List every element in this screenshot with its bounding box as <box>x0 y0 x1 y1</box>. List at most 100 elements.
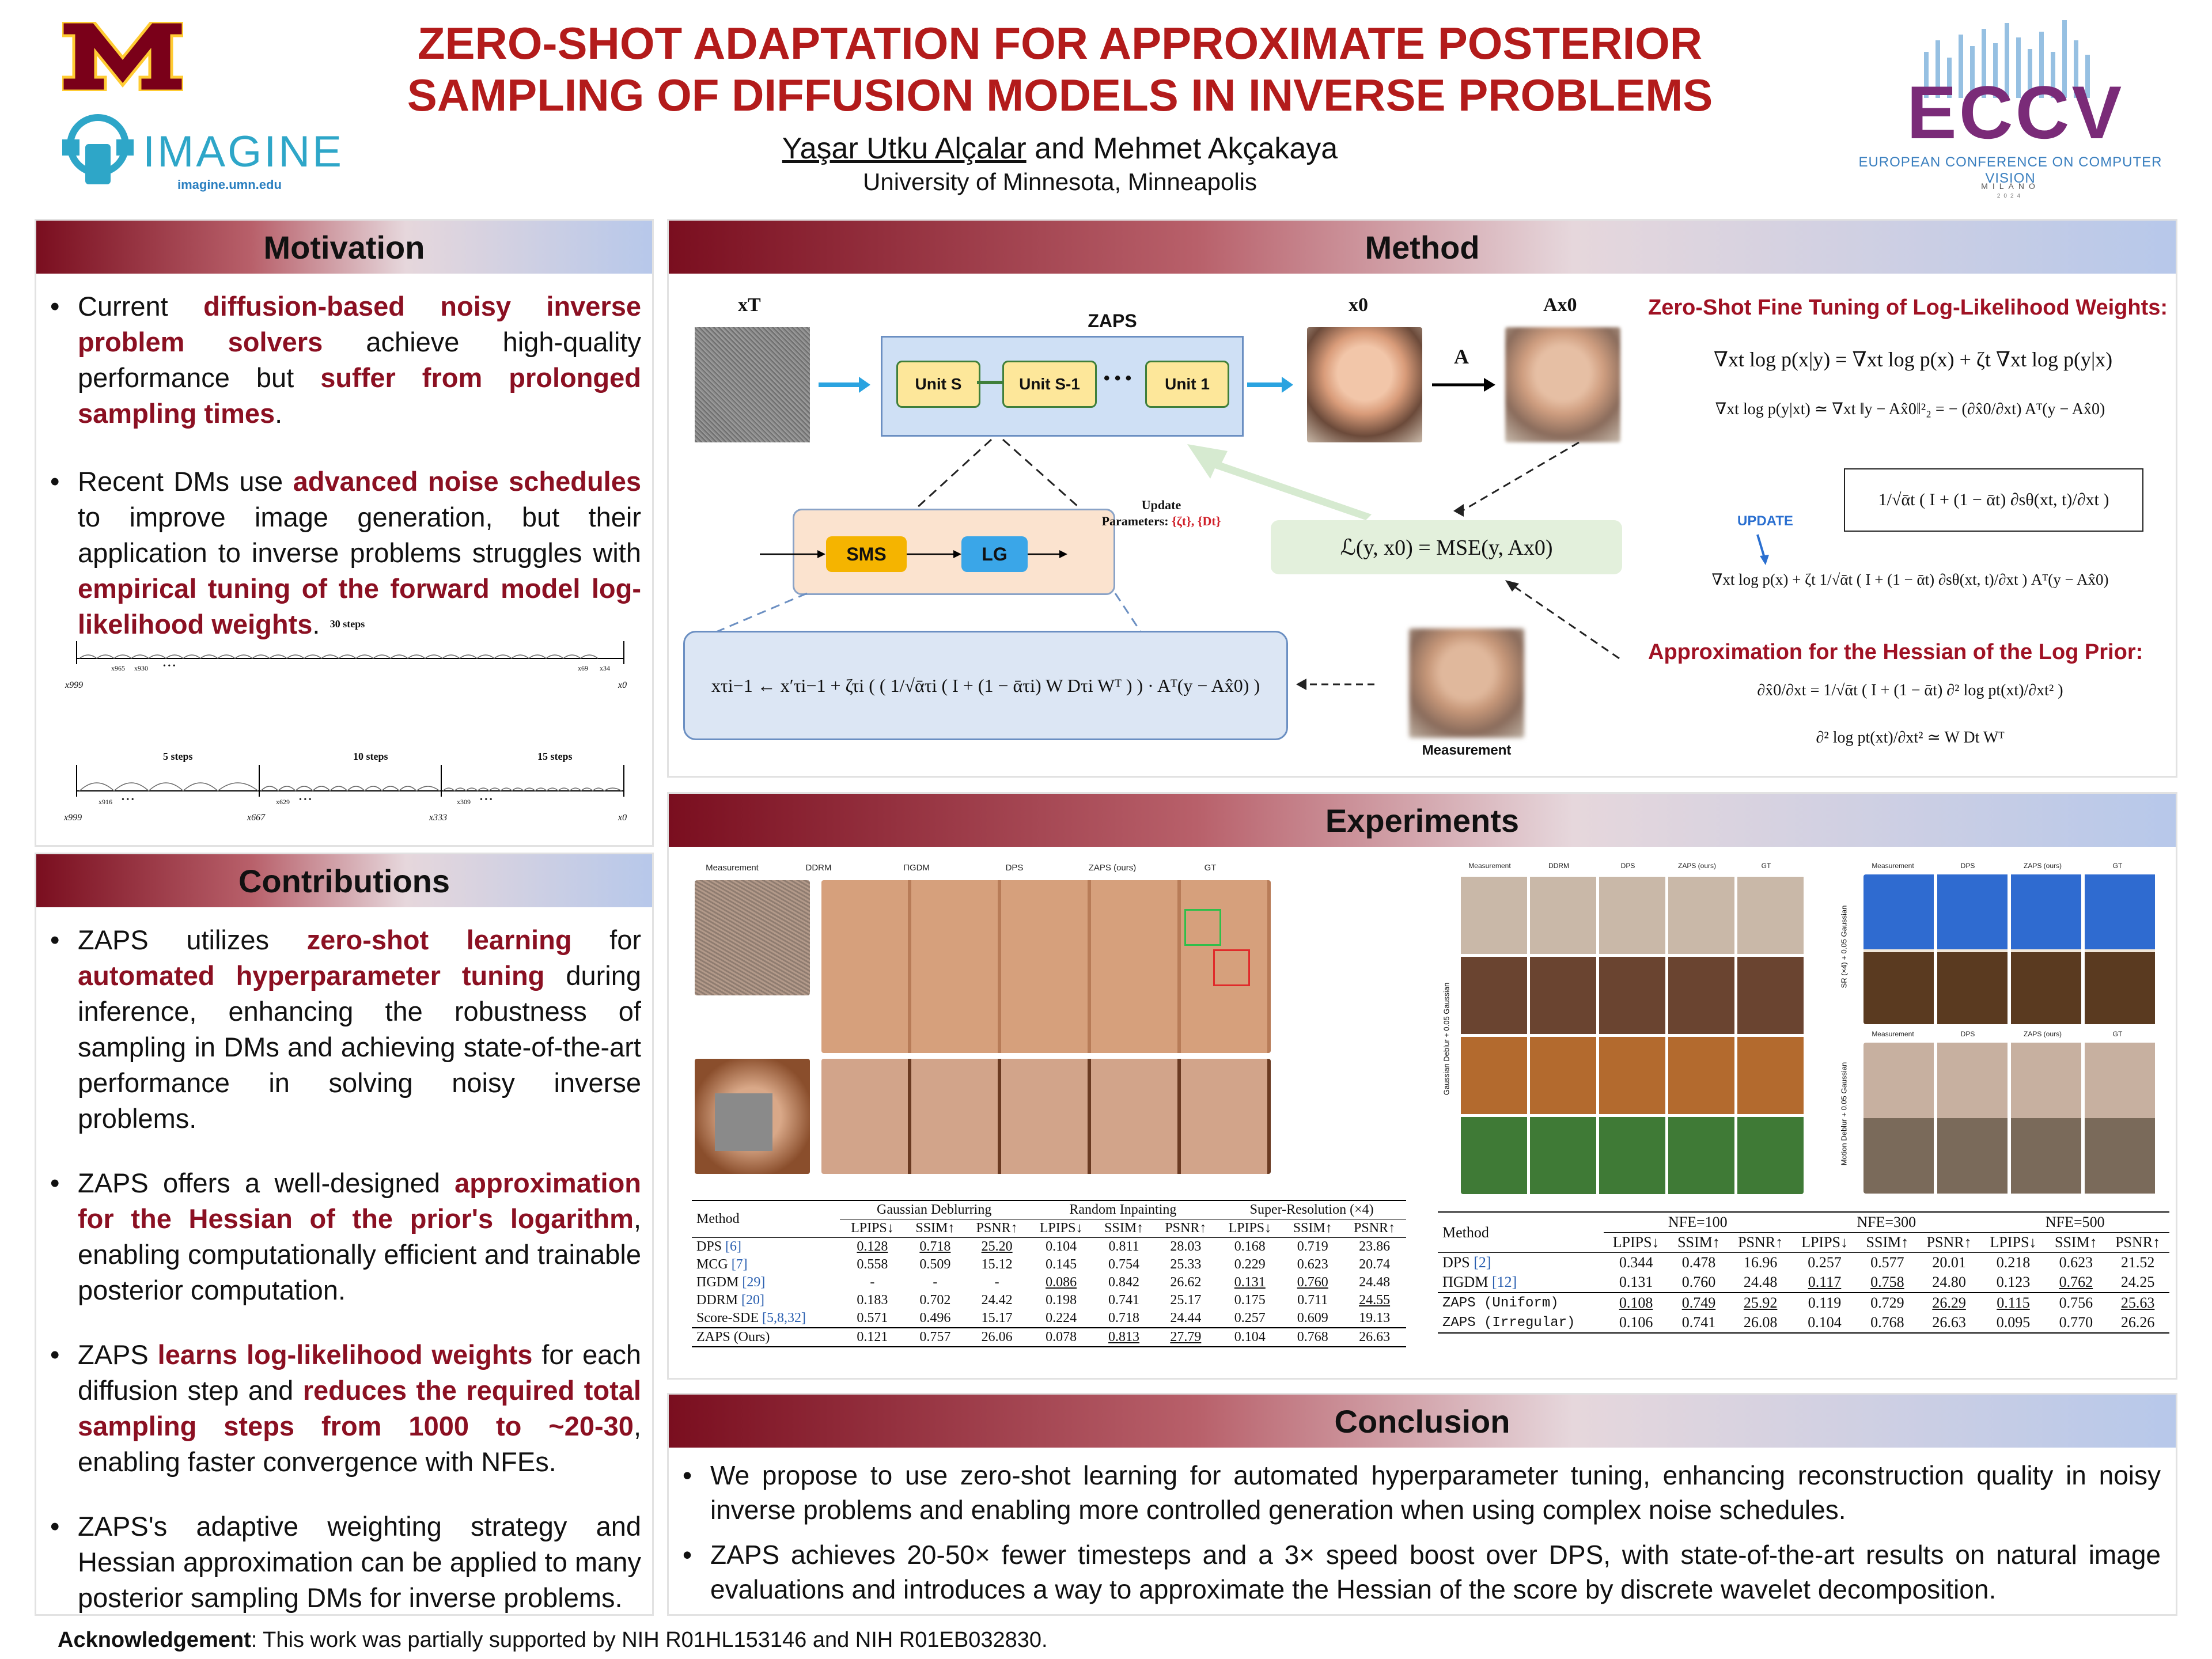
t1-row-1-cell-5: 25.33 <box>1170 1257 1202 1272</box>
equation-wavelet: ∂² log pt(xt)/∂xt² ≃ W Dt Wᵀ <box>1816 729 2005 747</box>
t1-row-3-cell-5: 25.17 <box>1170 1293 1202 1308</box>
t2-metric-row: LPIPS↓ SSIM↑ PSNR↑ LPIPS↓ SSIM↑ PSNR↑ LPIPS↓ SS… <box>1438 1233 2169 1253</box>
t1-row: ΠGDM [29] - - - 0.086 0.842 26.62 0.131 0.760 24.… <box>692 1274 1406 1291</box>
zaps-box: Unit S Unit S-1 • • • Unit 1 <box>881 336 1244 437</box>
t1-row-0-cell-2: 25.20 <box>981 1239 1013 1254</box>
fig3-col-measurement: Measurement <box>1872 862 1914 870</box>
t1-row-0-cell-6: 0.168 <box>1234 1239 1266 1254</box>
t1-row-3-cell-4: 0.741 <box>1108 1293 1140 1308</box>
t1-row-4-cell-5: 24.44 <box>1170 1310 1202 1325</box>
t1-row-0-cell-1: 0.718 <box>919 1239 951 1254</box>
results-table-1: Method Gaussian Deblurring Random Inpain… <box>692 1200 1423 1347</box>
conclusion-header: Conclusion <box>669 1395 2176 1448</box>
fig1-measurement-1 <box>695 880 810 995</box>
t1-row-2-cell-3: 0.086 <box>1046 1275 1077 1290</box>
t2-metric-5: PSNR↑ <box>1926 1234 1972 1251</box>
t1-row-2-cell-2: - <box>994 1275 999 1290</box>
t2-ours-row-0-cell-8: 25.63 <box>2120 1294 2155 1311</box>
t1-row-4-cell-2: 15.17 <box>981 1310 1013 1325</box>
motivation-bullet-2: Recent DMs use advanced noise schedules … <box>42 464 641 642</box>
t2-metric-8: PSNR↑ <box>2115 1234 2161 1251</box>
t1-metric-4: SSIM↑ <box>1104 1221 1144 1236</box>
figure-comparison-faces: Measurement DDRM ΠGDM DPS ZAPS (ours) GT <box>692 863 1271 1185</box>
motivation-bullets: Current diffusion-based noisy inverse pr… <box>42 289 641 675</box>
fig4-grid <box>1863 1043 2157 1194</box>
t2-row-0-cell-2: 16.96 <box>1743 1254 1778 1271</box>
fig1-zoom-box-green <box>1184 909 1221 946</box>
fig2-col-dps: DPS <box>1620 862 1635 870</box>
contributions-bullets: ZAPS utilizes zero-shot learning for aut… <box>42 922 641 1616</box>
contribution-bullet-4: ZAPS's adaptive weighting strategy and H… <box>42 1509 641 1616</box>
t2-row-0-cell-3: 0.257 <box>1808 1254 1842 1271</box>
t1-row-4-cell-3: 0.224 <box>1046 1310 1077 1325</box>
t2-row-0-cell-7: 0.623 <box>2059 1254 2093 1271</box>
fig3-grid <box>1863 874 2157 1024</box>
update-word: Update <box>1141 498 1181 512</box>
t1-row: DDRM [20] 0.183 0.702 24.42 0.198 0.741 25.17 0… <box>692 1291 1406 1309</box>
t2-row-1-cell-6: 0.123 <box>1996 1274 2031 1290</box>
schedule2-tick-x309: x309 <box>457 798 471 806</box>
t1-method-header: Method <box>692 1200 840 1238</box>
schedule1-start: x999 <box>65 680 84 690</box>
t1-row-2-cell-6: 0.131 <box>1234 1275 1266 1290</box>
schedule-diagram-uniform: 30 steps x965 x930 • • • x69 x34 x999 x0 <box>59 618 635 704</box>
experiments-panel: Experiments Measurement DDRM ΠGDM DPS ZA… <box>667 792 2177 1380</box>
schedule1-tick-x965: x965 <box>111 664 125 672</box>
eccv-logo: ECCV EUROPEAN CONFERENCE ON COMPUTER VIS… <box>1832 17 2189 207</box>
t1-row-4-cell-8: 19.13 <box>1359 1310 1391 1325</box>
t1-row-4-cell-6: 0.257 <box>1234 1310 1266 1325</box>
t1-row: MCG [7] 0.558 0.509 15.12 0.145 0.754 25.33 0.2… <box>692 1256 1406 1274</box>
t2-ours-row-0-cell-3: 0.119 <box>1808 1294 1842 1311</box>
schedule2-x333: x333 <box>429 813 448 823</box>
sms-block: SMS <box>826 536 907 572</box>
t2-row-1-cell-7: 0.762 <box>2059 1274 2093 1290</box>
t1-row-2-cell-0: - <box>870 1275 875 1290</box>
t1-row-3-cell-0: 0.183 <box>857 1293 888 1308</box>
sms-lg-box: SMS LG <box>760 509 1115 595</box>
t1-metric-6: LPIPS↓ <box>1228 1221 1272 1236</box>
t1-row-4-cell-7: 0.609 <box>1297 1310 1328 1325</box>
t2-row-0-method: DPS [2] <box>1442 1254 1491 1271</box>
equation-hessian: ∂x̂0/∂xt = 1/√ᾱt ( I + (1 − ᾱt) ∂² log p… <box>1757 681 2063 699</box>
fig1-col-pigdm: ΠGDM <box>903 863 930 873</box>
t1-row-0-cell-0: 0.128 <box>857 1239 888 1254</box>
fig1-col-gt: GT <box>1204 863 1217 873</box>
t1-metric-7: SSIM↑ <box>1293 1221 1332 1236</box>
t1-row-1-cell-6: 0.229 <box>1234 1257 1266 1272</box>
t2-ours-row: ZAPS (Uniform) 0.108 0.749 25.92 0.119 0.729 2… <box>1438 1293 2169 1313</box>
fig2-grid <box>1461 874 1804 1194</box>
t2-row-0-cell-4: 0.577 <box>1870 1254 1904 1271</box>
equation-updated-score: ∇xt log p(x) + ζt 1/√ᾱt ( I + (1 − ᾱt) ∂… <box>1711 571 2109 588</box>
equation-likelihood-grad: ∇xt log p(y|xt) ≃ ∇xt ‖y − Ax̂0‖²₂ = − (… <box>1715 400 2105 418</box>
results-table-2: Method NFE=100 NFE=300 NFE=500 LPIPS↓ SSI… <box>1438 1211 2169 1334</box>
t1-row-0-method: DPS [6] <box>696 1239 742 1254</box>
t1-ours-row-0-cell-1: 0.757 <box>919 1330 951 1344</box>
affiliation: University of Minnesota, Minneapolis <box>863 168 1257 195</box>
t1-ours-row-0-cell-6: 0.104 <box>1234 1330 1266 1344</box>
unit-1: Unit 1 <box>1145 361 1229 408</box>
schedule-label-30: 30 steps <box>329 618 365 630</box>
unit-s-minus-1: Unit S-1 <box>1002 361 1097 408</box>
t2-ours-row-1-cell-2: 26.08 <box>1743 1314 1778 1331</box>
motivation-bullet-1: Current diffusion-based noisy inverse pr… <box>42 289 641 431</box>
t1-row: Score-SDE [5,8,32] 0.571 0.496 15.17 0.224 0.… <box>692 1309 1406 1328</box>
conclusion-bullet-2: ZAPS achieves 20-50× fewer timesteps and… <box>675 1537 2161 1607</box>
t2-metric-2: PSNR↑ <box>1738 1234 1783 1251</box>
t1-ours-row-0-cell-3: 0.078 <box>1046 1330 1077 1344</box>
t2-group-nfe500: NFE=500 <box>1980 1212 2169 1233</box>
t2-row-1-cell-8: 24.25 <box>2120 1274 2155 1290</box>
t2-ours-row-1-cell-5: 26.63 <box>1932 1314 1966 1331</box>
t1-row-4-cell-1: 0.496 <box>919 1310 951 1325</box>
t2-metric-6: LPIPS↓ <box>1990 1234 2037 1251</box>
imagine-url: imagine.umn.edu <box>177 177 282 192</box>
schedule2-x0: x0 <box>618 813 627 823</box>
authors: Yaşar Utku Alçalar and Mehmet Akçakaya <box>403 131 1717 166</box>
t2-row: ΠGDM [12] 0.131 0.760 24.48 0.117 0.758 24.80 0… <box>1438 1272 2169 1293</box>
t1-row-0-cell-4: 0.811 <box>1108 1239 1139 1254</box>
t1-row-2-cell-4: 0.842 <box>1108 1275 1140 1290</box>
t2-metric-4: SSIM↑ <box>1866 1234 1909 1251</box>
t1-row-1-cell-4: 0.754 <box>1108 1257 1140 1272</box>
t2-ours-row-1-cell-3: 0.104 <box>1808 1314 1842 1331</box>
contribution-bullet-2: ZAPS offers a well-designed approximatio… <box>42 1165 641 1308</box>
noise-image <box>695 327 810 442</box>
